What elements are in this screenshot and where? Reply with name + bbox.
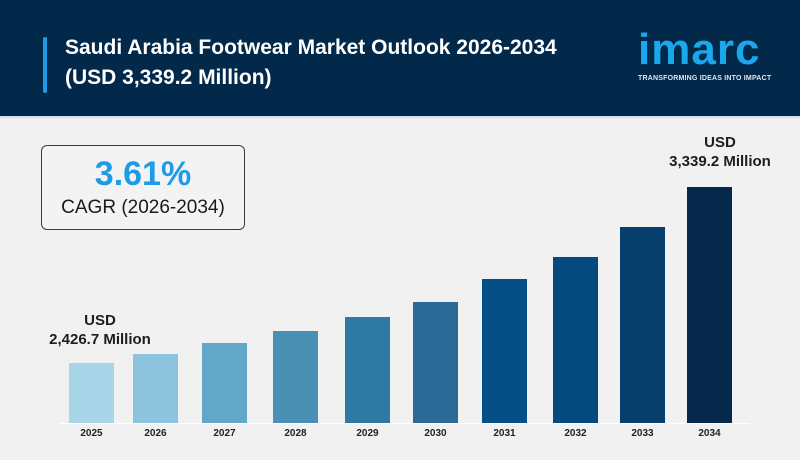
bar-2028 <box>273 331 318 423</box>
end-value-annotation: USD 3,339.2 Million <box>660 133 780 171</box>
cagr-label: CAGR (2026-2034) <box>61 197 225 218</box>
x-tick-label: 2029 <box>356 428 379 439</box>
bar-2027 <box>202 343 247 423</box>
bar-2026 <box>133 354 178 423</box>
start-value-annotation: USD 2,426.7 Million <box>40 311 160 349</box>
chart-baseline <box>60 423 750 424</box>
x-tick-label: 2026 <box>144 428 167 439</box>
bar-2032 <box>553 257 598 423</box>
title-accent-bar <box>43 37 47 93</box>
cagr-value: 3.61% <box>94 155 192 193</box>
bar-2025 <box>69 363 114 423</box>
x-tick-label: 2030 <box>424 428 447 439</box>
start-annotation-line-1: USD <box>84 312 116 329</box>
title-line-1: Saudi Arabia Footwear Market Outlook 202… <box>65 36 557 59</box>
header-banner: Saudi Arabia Footwear Market Outlook 202… <box>0 0 800 118</box>
end-annotation-line-1: USD <box>704 134 736 151</box>
cagr-callout: 3.61% CAGR (2026-2034) <box>41 145 245 230</box>
end-annotation-line-2: 3,339.2 Million <box>669 153 771 170</box>
bar-2030 <box>413 302 458 423</box>
x-tick-label: 2028 <box>284 428 307 439</box>
bar-2033 <box>620 227 665 423</box>
x-tick-label: 2027 <box>213 428 236 439</box>
logo-wordmark: imarc <box>638 25 761 74</box>
bar-2029 <box>345 317 390 423</box>
x-tick-label: 2034 <box>698 428 721 439</box>
x-tick-label: 2033 <box>631 428 654 439</box>
logo-tagline: TRANSFORMING IDEAS INTO IMPACT <box>638 75 772 82</box>
bar-2034 <box>687 187 732 423</box>
imarc-logo: imarc TRANSFORMING IDEAS INTO IMPACT <box>630 20 780 90</box>
x-tick-label: 2025 <box>80 428 103 439</box>
x-tick-label: 2031 <box>493 428 516 439</box>
start-annotation-line-2: 2,426.7 Million <box>49 331 151 348</box>
page-title: Saudi Arabia Footwear Market Outlook 202… <box>65 33 625 93</box>
bar-2031 <box>482 279 527 423</box>
x-tick-label: 2032 <box>564 428 587 439</box>
title-line-2: (USD 3,339.2 Million) <box>65 66 272 89</box>
